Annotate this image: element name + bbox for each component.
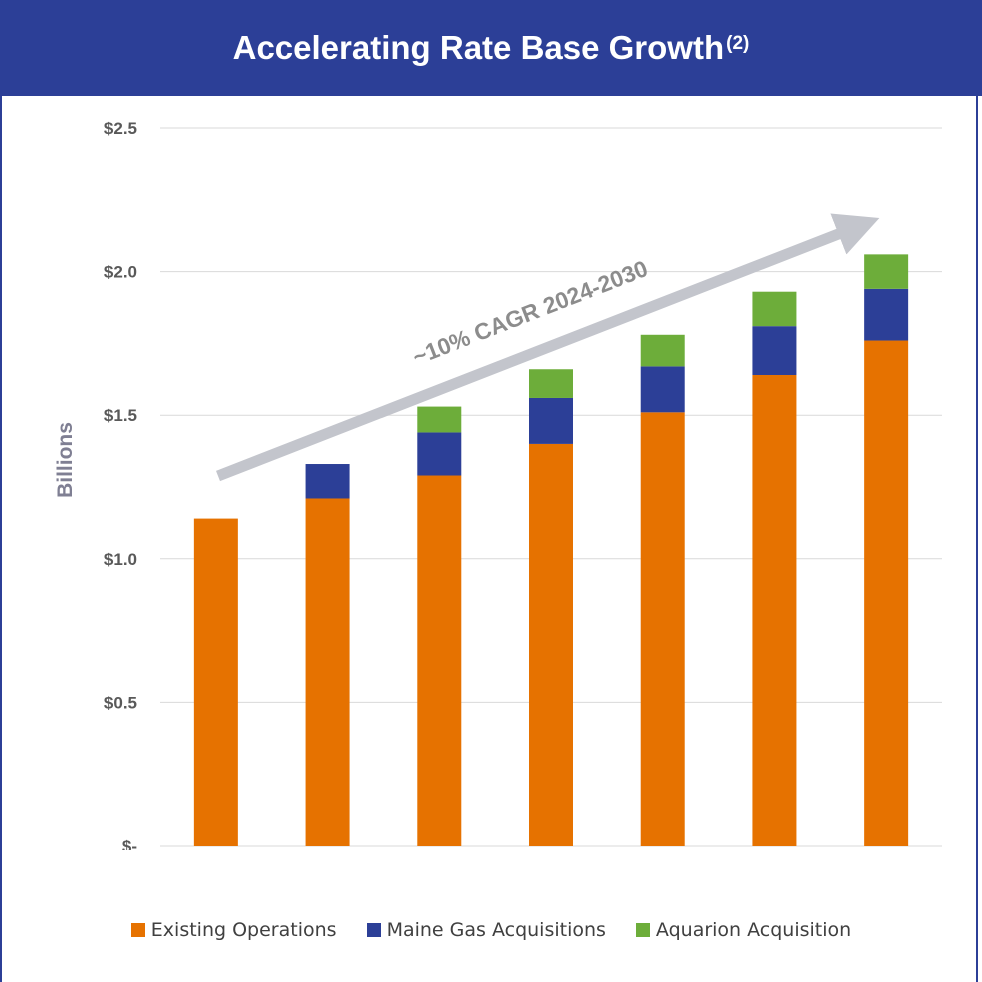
y-tick-label: $1.0 [104,550,137,569]
bar-segment-existing-operations [752,374,797,846]
legend-item: Maine Gas Acquisitions [366,919,606,941]
bars [193,254,909,846]
bar-segment-existing-operations [417,475,462,846]
bar-segment-maine-gas-acquisitions [864,288,909,341]
y-tick-label: $0.5 [104,693,137,712]
bar-segment-aquarion-acquisition [640,334,685,367]
chart-header: Accelerating Rate Base Growth (2) [0,0,982,96]
y-axis-label: Billions [54,422,77,498]
chart-legend: Existing Operations Maine Gas Acquisition… [0,910,982,950]
stacked-bar-chart: $-$0.5$1.0$1.5$2.0$2.5 2024A2025A2026F20… [54,119,942,850]
legend-swatch [130,923,145,937]
y-tick-label: $2.5 [104,119,137,138]
bar-segment-aquarion-acquisition [752,291,797,327]
bar-segment-maine-gas-acquisitions [640,366,685,413]
bar-segment-aquarion-acquisition [864,254,909,289]
legend-label: Aquarion Acquisition [655,919,852,941]
legend-item: Aquarion Acquisition [635,919,852,941]
cagr-trend-arrow [216,213,880,482]
y-tick-label: $1.5 [104,406,137,425]
legend-label: Existing Operations [150,919,337,941]
bar-segment-maine-gas-acquisitions [752,326,797,375]
y-axis-tick-labels: $- $0.5 $1.0 $1.5 $2.0 $2.5 [104,119,137,850]
bar-segment-existing-operations [864,340,909,846]
chart-title: Accelerating Rate Base Growth [232,29,725,66]
bar-segment-existing-operations [193,518,238,846]
bar-segment-existing-operations [640,412,685,846]
y-tick-label: $2.0 [104,263,137,282]
legend-swatch [635,923,650,937]
legend-item: Existing Operations [130,919,337,941]
bar-segment-existing-operations [305,498,350,846]
bar-segment-existing-operations [529,443,573,846]
y-tick-label: $- [122,837,137,850]
legend-label: Maine Gas Acquisitions [386,919,606,941]
bar-segment-aquarion-acquisition [529,369,573,398]
bar-segment-maine-gas-acquisitions [529,397,573,444]
bar-segment-aquarion-acquisition [417,406,462,433]
title-footnote-marker: (2) [726,33,750,54]
bar-segment-maine-gas-acquisitions [305,464,350,499]
bar-segment-maine-gas-acquisitions [417,432,462,476]
legend-swatch [366,923,381,937]
